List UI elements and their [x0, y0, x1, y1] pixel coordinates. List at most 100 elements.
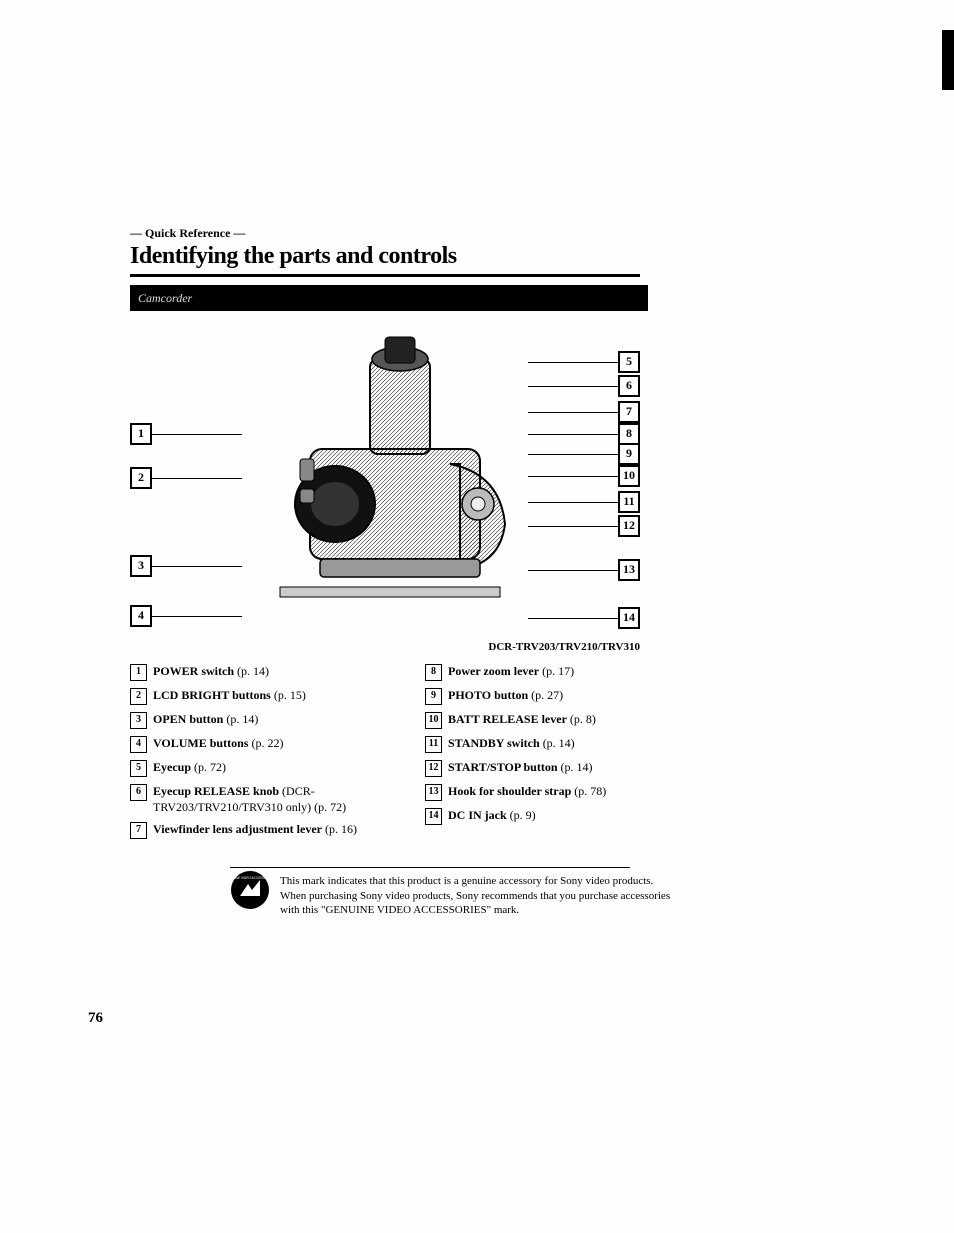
- callout-number: 5: [618, 351, 640, 373]
- legend-label: Viewfinder lens adjustment lever (p. 16): [153, 821, 395, 837]
- callout-2: 2: [130, 467, 242, 489]
- svg-text:GENUINE VIDEO ACCESSORIES: GENUINE VIDEO ACCESSORIES: [230, 876, 270, 880]
- edge-mark: [942, 30, 954, 90]
- genuine-accessories-icon: GENUINE VIDEO ACCESSORIES: [230, 870, 270, 910]
- callout-number: 8: [618, 423, 640, 445]
- legend-label: Eyecup (p. 72): [153, 759, 395, 775]
- callout-leader: [528, 454, 618, 455]
- page: — Quick Reference — Identifying the part…: [0, 0, 954, 1233]
- callout-number: 3: [130, 555, 152, 577]
- legend-number: 14: [425, 808, 442, 825]
- diagram: 1234567891011121314: [130, 315, 640, 635]
- legend-label: LCD BRIGHT buttons (p. 15): [153, 687, 395, 703]
- callout-number: 4: [130, 605, 152, 627]
- callout-8: 8: [528, 423, 640, 445]
- legend-item-7: 7 Viewfinder lens adjustment lever (p. 16…: [130, 821, 395, 839]
- footnote-line-1: This mark indicates that this product is…: [280, 875, 653, 887]
- legend: 1 POWER switch (p. 14) 2 LCD BRIGHT buttons…: [130, 663, 690, 845]
- callout-6: 6: [528, 375, 640, 397]
- legend-number: 10: [425, 712, 442, 729]
- legend-number: 1: [130, 664, 147, 681]
- legend-item-5: 5 Eyecup (p. 72): [130, 759, 395, 777]
- callout-5: 5: [528, 351, 640, 373]
- callout-number: 12: [618, 515, 640, 537]
- callout-9: 9: [528, 443, 640, 465]
- callout-number: 13: [618, 559, 640, 581]
- callout-13: 13: [528, 559, 640, 581]
- legend-label: Eyecup RELEASE knob (DCR-TRV203/TRV210/T…: [153, 783, 395, 815]
- legend-item-6: 6 Eyecup RELEASE knob (DCR-TRV203/TRV210/…: [130, 783, 395, 815]
- diagram-caption: DCR-TRV203/TRV210/TRV310: [130, 641, 670, 653]
- page-title: Identifying the parts and controls: [130, 243, 770, 270]
- legend-number: 5: [130, 760, 147, 777]
- callout-leader: [152, 478, 242, 479]
- legend-item-4: 4 VOLUME buttons (p. 22): [130, 735, 395, 753]
- legend-label: VOLUME buttons (p. 22): [153, 735, 395, 751]
- legend-number: 12: [425, 760, 442, 777]
- legend-item-12: 12 START/STOP button (p. 14): [425, 759, 690, 777]
- callout-3: 3: [130, 555, 242, 577]
- legend-number: 4: [130, 736, 147, 753]
- legend-number: 9: [425, 688, 442, 705]
- legend-label: START/STOP button (p. 14): [448, 759, 690, 775]
- callout-number: 7: [618, 401, 640, 423]
- callout-leader: [152, 616, 242, 617]
- section-label: — Quick Reference —: [130, 226, 770, 241]
- callout-leader: [528, 618, 618, 619]
- footnote-text: This mark indicates that this product is…: [280, 874, 680, 917]
- legend-label: BATT RELEASE lever (p. 8): [448, 711, 690, 727]
- title-rule: [130, 274, 640, 277]
- page-number: 76: [88, 1010, 103, 1027]
- legend-item-2: 2 LCD BRIGHT buttons (p. 15): [130, 687, 395, 705]
- callout-number: 1: [130, 423, 152, 445]
- legend-label: STANDBY switch (p. 14): [448, 735, 690, 751]
- callout-number: 2: [130, 467, 152, 489]
- legend-number: 3: [130, 712, 147, 729]
- callout-number: 11: [618, 491, 640, 513]
- callout-leader: [528, 570, 618, 571]
- camcorder-illustration: [240, 329, 540, 609]
- legend-item-10: 10 BATT RELEASE lever (p. 8): [425, 711, 690, 729]
- legend-number: 13: [425, 784, 442, 801]
- legend-item-11: 11STANDBY switch (p. 14): [425, 735, 690, 753]
- legend-number: 7: [130, 822, 147, 839]
- callout-leader: [528, 476, 618, 477]
- callout-12: 12: [528, 515, 640, 537]
- callout-14: 14: [528, 607, 640, 629]
- legend-label: Hook for shoulder strap (p. 78): [448, 783, 690, 799]
- legend-item-14: 14 DC IN jack (p. 9): [425, 807, 690, 825]
- callout-leader: [528, 386, 618, 387]
- callout-number: 9: [618, 443, 640, 465]
- callout-leader: [528, 412, 618, 413]
- legend-item-13: 13 Hook for shoulder strap (p. 78): [425, 783, 690, 801]
- callout-4: 4: [130, 605, 242, 627]
- callout-1: 1: [130, 423, 242, 445]
- legend-label: POWER switch (p. 14): [153, 663, 395, 679]
- legend-label: DC IN jack (p. 9): [448, 807, 690, 823]
- content-area: — Quick Reference — Identifying the part…: [130, 226, 770, 917]
- callout-leader: [528, 434, 618, 435]
- callout-number: 10: [618, 465, 640, 487]
- legend-item-3: 3 OPEN button (p. 14): [130, 711, 395, 729]
- legend-item-9: 9 PHOTO button (p. 27): [425, 687, 690, 705]
- callout-10: 10: [528, 465, 640, 487]
- legend-label: OPEN button (p. 14): [153, 711, 395, 727]
- callout-number: 14: [618, 607, 640, 629]
- legend-column-left: 1 POWER switch (p. 14) 2 LCD BRIGHT buttons…: [130, 663, 395, 845]
- legend-number: 6: [130, 784, 147, 801]
- legend-number: 8: [425, 664, 442, 681]
- footnote-line-2: When purchasing Sony video products, Son…: [280, 890, 670, 916]
- legend-label: Power zoom lever (p. 17): [448, 663, 690, 679]
- legend-column-right: 8 Power zoom lever (p. 17) 9 PHOTO button (…: [425, 663, 690, 845]
- legend-item-1: 1 POWER switch (p. 14): [130, 663, 395, 681]
- legend-label: PHOTO button (p. 27): [448, 687, 690, 703]
- callout-leader: [528, 526, 618, 527]
- legend-number: 2: [130, 688, 147, 705]
- callout-11: 11: [528, 491, 640, 513]
- category-bar: Camcorder: [130, 285, 648, 311]
- footnote-rule: [230, 867, 630, 868]
- callout-leader: [528, 502, 618, 503]
- callout-number: 6: [618, 375, 640, 397]
- callout-7: 7: [528, 401, 640, 423]
- callout-leader: [528, 362, 618, 363]
